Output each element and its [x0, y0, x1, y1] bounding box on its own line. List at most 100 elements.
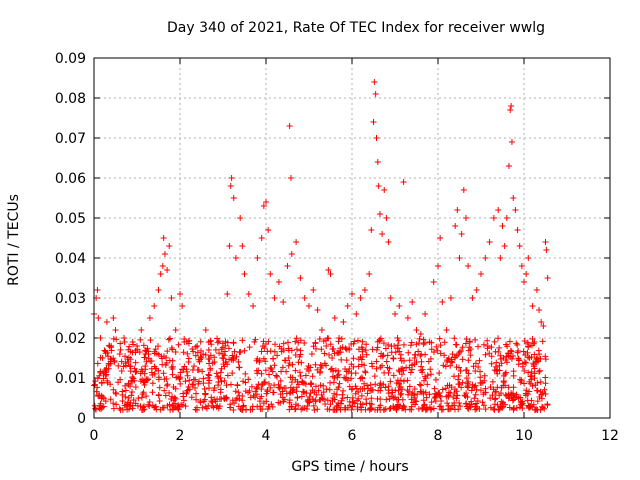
data-point [456, 380, 463, 387]
data-point [349, 291, 355, 297]
data-point [411, 386, 418, 393]
data-point [239, 337, 246, 344]
data-point [130, 397, 137, 404]
data-point [519, 405, 526, 412]
data-point [468, 398, 475, 405]
data-point [212, 346, 219, 353]
data-point [488, 344, 495, 351]
data-point [220, 351, 226, 357]
data-point [233, 353, 240, 360]
data-point [254, 255, 261, 261]
data-point [172, 385, 179, 392]
data-point [359, 401, 366, 408]
data-point [430, 279, 437, 285]
data-point [91, 402, 98, 409]
data-point [371, 373, 378, 380]
data-point [359, 338, 366, 345]
data-point [214, 339, 221, 346]
data-point [299, 378, 306, 385]
data-point [195, 366, 202, 373]
data-point [306, 393, 313, 400]
y-axis-label: ROTI / TECUs [6, 194, 22, 286]
data-point [143, 358, 150, 365]
data-point [292, 401, 299, 408]
data-point [460, 187, 467, 193]
data-point [320, 338, 327, 345]
data-point [338, 397, 345, 404]
data-point [215, 338, 222, 345]
data-point [495, 348, 502, 355]
data-point [147, 337, 154, 344]
data-point [444, 400, 451, 407]
data-point [471, 395, 478, 402]
data-point [302, 372, 309, 379]
data-point [441, 352, 448, 359]
data-point [268, 366, 275, 373]
data-point [494, 335, 501, 342]
data-point [191, 384, 198, 391]
data-point [112, 327, 119, 333]
data-point [186, 377, 193, 384]
data-point [525, 403, 532, 410]
data-point [501, 243, 508, 249]
data-point [395, 337, 402, 344]
data-point [163, 354, 170, 361]
data-point [200, 375, 207, 382]
data-point [289, 374, 296, 381]
data-point [351, 400, 358, 407]
data-point [406, 383, 413, 390]
data-point [377, 396, 384, 403]
data-point [359, 346, 366, 353]
data-point [254, 355, 261, 362]
data-point [327, 271, 334, 277]
data-point [515, 395, 522, 402]
data-point [262, 367, 269, 374]
data-point [340, 319, 347, 325]
data-point [317, 382, 324, 389]
data-point [175, 341, 182, 348]
data-point [218, 378, 225, 385]
data-point [326, 351, 333, 358]
data-point [348, 361, 355, 368]
data-point [335, 338, 342, 345]
data-point [277, 377, 284, 384]
data-point [127, 363, 134, 370]
data-point [343, 357, 350, 364]
data-point [168, 295, 175, 301]
data-point [314, 366, 321, 373]
data-point [396, 303, 403, 309]
data-point [213, 403, 220, 410]
data-point [271, 295, 278, 301]
data-point [492, 363, 499, 370]
x-axis-label: GPS time / hours [291, 459, 408, 475]
data-point [418, 363, 425, 370]
data-point [380, 381, 387, 388]
data-point [362, 368, 369, 375]
data-point [517, 398, 524, 405]
data-point [331, 315, 338, 321]
data-point [456, 400, 463, 407]
chart-title: Day 340 of 2021, Rate Of TEC Index for r… [167, 20, 545, 36]
data-point [125, 354, 132, 361]
data-point [542, 356, 549, 363]
data-point [497, 255, 504, 261]
data-point [439, 299, 446, 305]
data-point [137, 336, 144, 343]
data-point [542, 374, 549, 381]
data-point [230, 339, 237, 346]
data-point [169, 346, 176, 353]
x-tick-label: 8 [434, 428, 443, 444]
data-point [312, 361, 319, 368]
data-point [101, 347, 108, 354]
data-point [478, 271, 484, 277]
data-point [312, 345, 319, 352]
data-point [118, 367, 125, 374]
data-point [389, 389, 396, 396]
data-point [267, 384, 274, 391]
data-point [232, 388, 239, 395]
data-point [164, 348, 171, 355]
data-point [536, 367, 543, 374]
data-point [459, 344, 466, 351]
data-point [527, 373, 534, 380]
data-point [376, 211, 383, 217]
